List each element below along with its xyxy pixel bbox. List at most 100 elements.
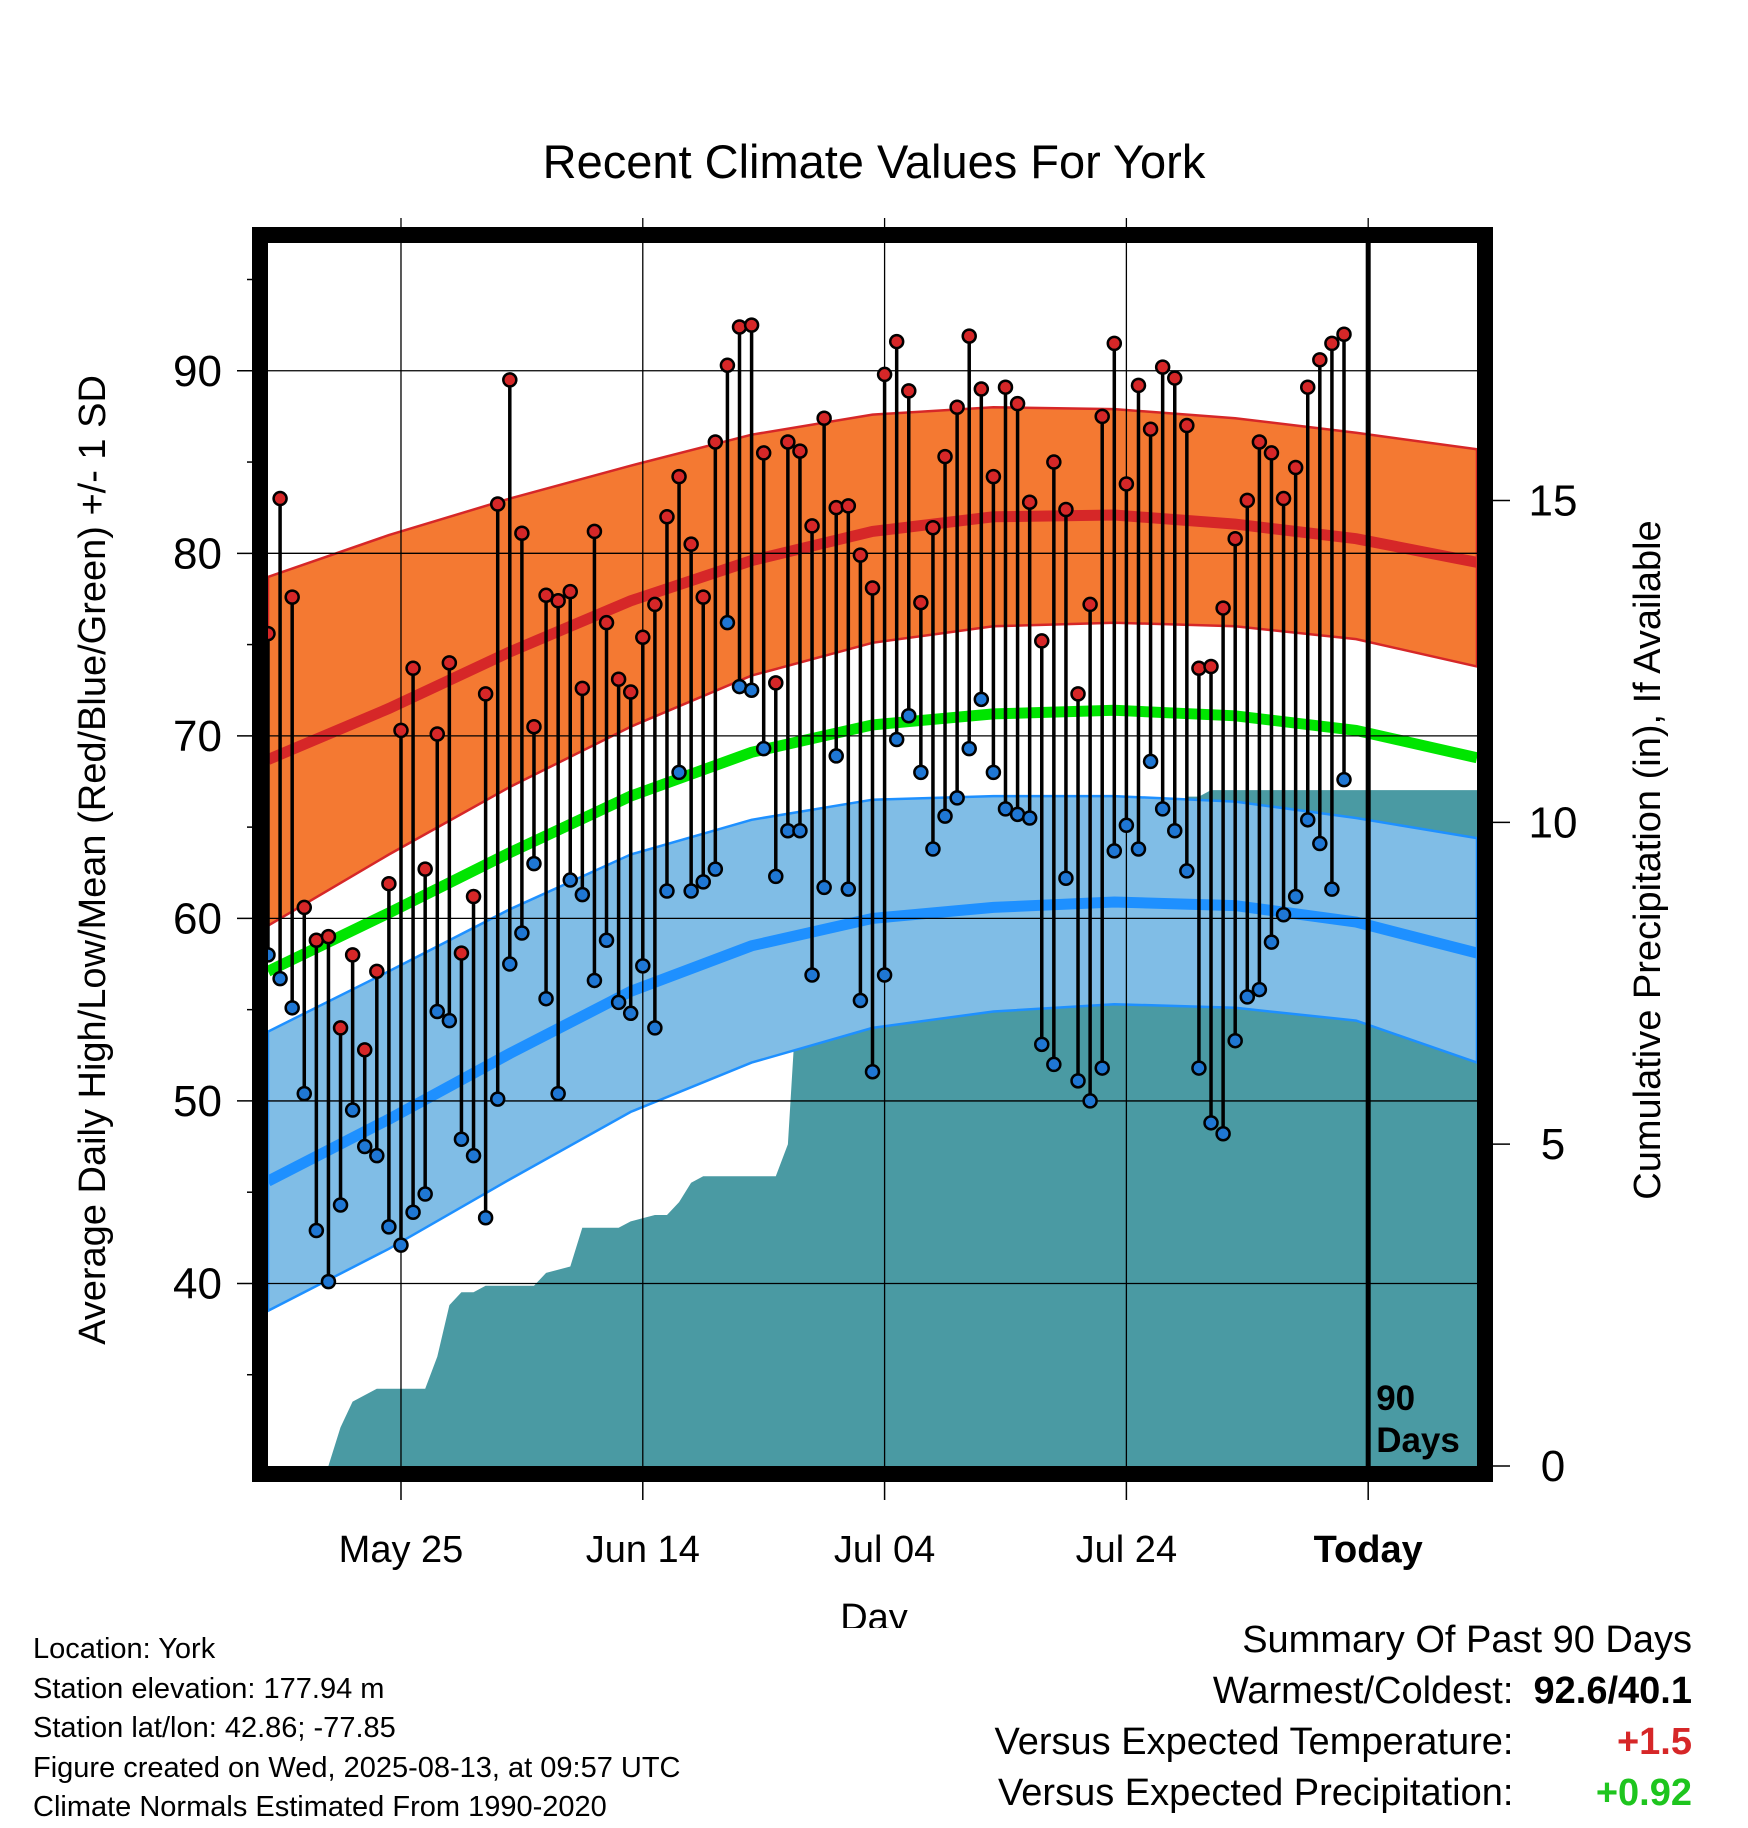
low-point bbox=[635, 958, 651, 974]
x-tick-label: Jun 14 bbox=[586, 1529, 700, 1571]
low-point bbox=[1034, 1036, 1050, 1053]
high-point bbox=[465, 888, 482, 905]
precip-anomaly-row: Versus Expected Precipitation: +0.92 bbox=[995, 1768, 1692, 1819]
low-point bbox=[574, 886, 591, 903]
low-point bbox=[272, 970, 288, 987]
high-point bbox=[526, 718, 542, 735]
low-point bbox=[1179, 863, 1195, 879]
summary-panel: Summary Of Past 90 Days Warmest/Coldest:… bbox=[995, 1615, 1692, 1819]
low-point bbox=[1275, 906, 1292, 923]
low-point bbox=[925, 841, 941, 857]
high-point bbox=[913, 594, 929, 611]
low-point bbox=[647, 1020, 663, 1036]
station-info: Location: York Station elevation: 177.94… bbox=[33, 1630, 681, 1828]
warmest-coldest-value: 92.6/40.1 bbox=[1533, 1670, 1692, 1712]
high-point bbox=[864, 580, 881, 596]
today-label-days-word: Days bbox=[1376, 1421, 1460, 1460]
low-point bbox=[961, 740, 977, 757]
high-point bbox=[1154, 359, 1171, 375]
low-point bbox=[768, 868, 784, 885]
high-point bbox=[683, 536, 699, 552]
high-point bbox=[453, 945, 470, 961]
high-point bbox=[562, 583, 578, 600]
x-tick-label: Today bbox=[1314, 1529, 1423, 1571]
high-point bbox=[550, 593, 566, 609]
low-point bbox=[344, 1102, 361, 1118]
summary-title: Summary Of Past 90 Days bbox=[1242, 1619, 1692, 1661]
low-point bbox=[707, 861, 724, 877]
low-point bbox=[369, 1147, 385, 1164]
high-point bbox=[1275, 490, 1292, 507]
high-point bbox=[840, 498, 857, 514]
y-tick-label: 40 bbox=[173, 1259, 222, 1308]
low-point bbox=[1082, 1093, 1098, 1109]
low-point bbox=[538, 990, 554, 1007]
created-text: Figure created on Wed, 2025-08-13, at 09… bbox=[33, 1751, 681, 1784]
low-point bbox=[840, 881, 857, 897]
high-point bbox=[1287, 459, 1304, 476]
high-point bbox=[792, 443, 808, 459]
high-point bbox=[586, 523, 603, 540]
high-point bbox=[514, 525, 530, 541]
low-point bbox=[1336, 771, 1352, 788]
low-point bbox=[308, 1222, 325, 1239]
temp-anomaly-row: Versus Expected Temperature: +1.5 bbox=[995, 1717, 1692, 1768]
low-point bbox=[381, 1219, 397, 1235]
high-point bbox=[1130, 377, 1147, 394]
high-point bbox=[768, 675, 784, 691]
low-point bbox=[1251, 981, 1268, 998]
high-point bbox=[393, 722, 409, 739]
low-point bbox=[1046, 1056, 1062, 1073]
high-point bbox=[1106, 335, 1123, 352]
high-point bbox=[1046, 454, 1062, 470]
low-point bbox=[1299, 812, 1316, 828]
low-point bbox=[792, 823, 808, 839]
temp-anomaly-value: +1.5 bbox=[1616, 1721, 1692, 1763]
x-axis-label: Day bbox=[840, 1597, 908, 1628]
low-point bbox=[864, 1063, 881, 1080]
high-point bbox=[429, 726, 446, 742]
high-point bbox=[1312, 352, 1328, 368]
low-point bbox=[284, 1000, 300, 1016]
low-point bbox=[743, 682, 760, 698]
low-point bbox=[1324, 881, 1340, 897]
low-point bbox=[1287, 888, 1304, 905]
high-point bbox=[719, 357, 736, 374]
high-point bbox=[901, 383, 917, 399]
location-text: Location: York bbox=[33, 1633, 216, 1665]
low-point bbox=[973, 691, 990, 708]
low-point bbox=[550, 1085, 566, 1102]
low-point bbox=[598, 932, 615, 949]
y-axis-label: Average Daily High/Low/Mean (Red/Blue/Gr… bbox=[72, 375, 114, 1345]
low-point bbox=[562, 872, 578, 888]
low-point bbox=[502, 956, 518, 972]
high-point bbox=[477, 686, 494, 702]
y-tick-label: 80 bbox=[173, 529, 222, 578]
high-point bbox=[538, 587, 554, 604]
low-point bbox=[526, 855, 542, 872]
high-point bbox=[272, 490, 288, 507]
low-point bbox=[937, 808, 953, 824]
low-point bbox=[913, 764, 929, 781]
low-point bbox=[1142, 753, 1159, 770]
low-point bbox=[1239, 989, 1256, 1005]
precip-anomaly-value: +0.92 bbox=[1595, 1772, 1692, 1814]
high-point bbox=[332, 1020, 349, 1036]
high-point bbox=[356, 1042, 373, 1058]
low-point bbox=[1118, 817, 1135, 834]
high-point bbox=[320, 928, 337, 945]
low-point bbox=[997, 801, 1014, 817]
high-point bbox=[985, 468, 1002, 485]
low-point bbox=[477, 1209, 494, 1226]
y-tick-label: 60 bbox=[173, 894, 222, 943]
low-point bbox=[465, 1147, 482, 1164]
x-tick-label: Jul 04 bbox=[834, 1529, 935, 1571]
low-point bbox=[1021, 810, 1038, 826]
high-point bbox=[574, 680, 591, 697]
y-tick-label: 50 bbox=[173, 1077, 222, 1126]
low-point bbox=[296, 1085, 313, 1102]
high-point bbox=[1142, 421, 1159, 437]
high-point bbox=[1263, 445, 1280, 461]
low-point bbox=[671, 764, 687, 781]
low-point bbox=[949, 790, 965, 806]
